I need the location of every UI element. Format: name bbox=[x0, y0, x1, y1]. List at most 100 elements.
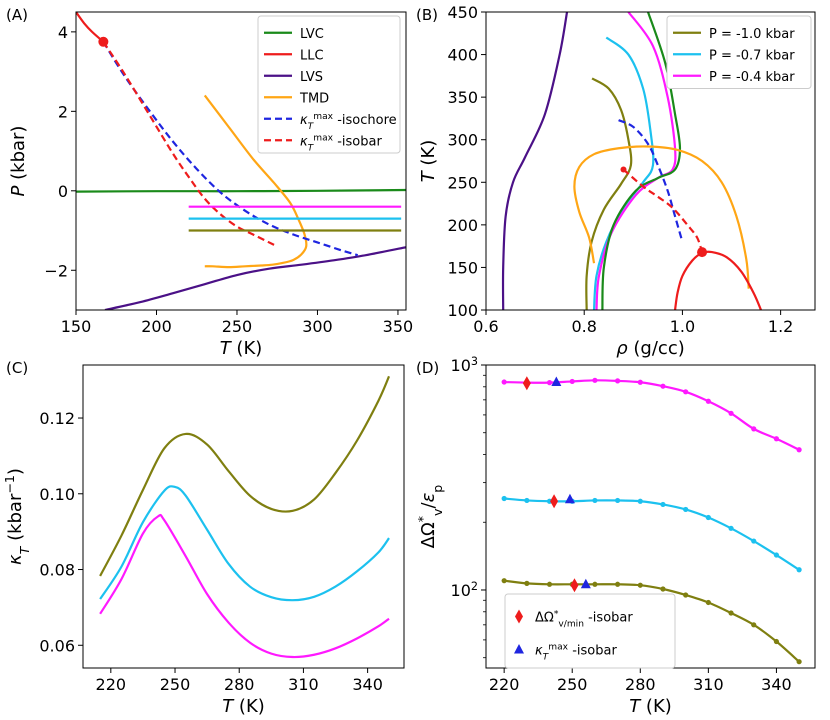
label-part: -isobar bbox=[568, 644, 617, 659]
axes-frame bbox=[485, 11, 816, 311]
panel-a: (A) 150 200 250 300 350 −2 0 2 4 T (K) P (kbar) bbox=[6, 6, 413, 359]
x-tick-label: 250 bbox=[557, 675, 588, 694]
series-p-0-4-kbar-point bbox=[660, 383, 666, 389]
label-part: max bbox=[548, 643, 568, 653]
series-p-1-0-kbar-point bbox=[660, 586, 666, 592]
series-p-0-4-kbar-point bbox=[546, 380, 553, 386]
label-part: 10 bbox=[451, 356, 471, 375]
series-p-0-4-kbar-point bbox=[728, 410, 734, 416]
series-llc bbox=[76, 12, 105, 43]
x-tick-label: 1.2 bbox=[768, 317, 793, 336]
label-part: (K) bbox=[418, 140, 439, 172]
y-axis-label: T (K) bbox=[418, 140, 439, 183]
marker-circle bbox=[98, 36, 109, 47]
x-tick-label: 220 bbox=[96, 675, 127, 694]
legend-box bbox=[504, 593, 676, 669]
panel-label: (C) bbox=[6, 359, 28, 377]
label-part: (K) bbox=[233, 696, 265, 717]
label-part: * bbox=[554, 610, 559, 620]
legend-d: ΔΩ*v/min -isobar κTmax -isobar bbox=[504, 593, 676, 669]
x-axis-label: ρ (g/cc) bbox=[616, 338, 685, 359]
plot-area bbox=[76, 12, 406, 310]
y-tick-label: 0.12 bbox=[39, 409, 75, 428]
series-p-1-0-kbar-point bbox=[796, 659, 802, 665]
series-p-0-7-kbar-point bbox=[773, 552, 780, 558]
legend-label-tmd: TMD bbox=[299, 91, 329, 106]
y-tick-label: 250 bbox=[447, 173, 478, 192]
legend-label-t-max-isochore: κTmax -isochore bbox=[300, 112, 397, 132]
series-p-1-0-kbar-point bbox=[705, 599, 711, 606]
panel-b: (B) 0.6 0.8 1.0 1.2 100 150 200 250 300 350 400 450 ρ… bbox=[416, 3, 816, 359]
label-part: (g/cc) bbox=[628, 338, 685, 359]
series-p-0-7-kbar-point bbox=[751, 538, 757, 544]
y-tick-label: 0.06 bbox=[39, 636, 75, 655]
series-p-1-0-kbar-point bbox=[773, 638, 780, 645]
legend-label-v-min-isobar: ΔΩ*v/min -isobar bbox=[535, 610, 633, 630]
legend-label-p-0-4-kbar: P = -0.4 kbar bbox=[709, 70, 795, 85]
series-p-0-4-kbar-point bbox=[615, 378, 621, 384]
x-tick-label: 280 bbox=[625, 675, 656, 694]
y-tick-label: 4 bbox=[58, 23, 68, 42]
y-tick-label: 150 bbox=[447, 258, 478, 277]
series-p-0-7-kbar-line bbox=[504, 497, 800, 571]
label-part: v bbox=[430, 508, 445, 516]
panel-label: (D) bbox=[416, 359, 439, 377]
series-p-1-0-kbar-point bbox=[501, 578, 507, 584]
marker-t-max-isobar bbox=[580, 578, 591, 589]
legend-box bbox=[666, 15, 812, 89]
y-tick-label: 102 bbox=[451, 579, 478, 600]
series-p-0-4-kbar-point bbox=[683, 389, 689, 395]
label-part: 2 bbox=[471, 579, 478, 592]
label-part: κ bbox=[535, 644, 543, 659]
y-tick-label: −2 bbox=[44, 261, 68, 280]
series-p-1-0-kbar-point bbox=[751, 622, 757, 628]
label-part: ΔΩ bbox=[418, 522, 439, 548]
label-part: T bbox=[308, 143, 315, 153]
label-part: 10 bbox=[451, 581, 471, 600]
y-tick-label: 100 bbox=[447, 301, 478, 320]
y-tick-label: 300 bbox=[447, 131, 478, 150]
marker-v-min-isobar bbox=[550, 494, 559, 509]
series-p-0-7-kbar bbox=[592, 36, 655, 310]
y-tick-label: 0.08 bbox=[39, 561, 75, 580]
y-tick-label: 0 bbox=[58, 182, 68, 201]
legend-label-t-max-isobar: κTmax -isobar bbox=[535, 643, 617, 663]
label-part: T bbox=[220, 338, 233, 359]
marker-t-max-isobar bbox=[551, 376, 562, 387]
series-p-0-4-kbar-point bbox=[637, 379, 643, 385]
label-part: (kbar bbox=[5, 493, 26, 547]
label-part: max bbox=[313, 112, 333, 122]
x-axis-label: T (K) bbox=[220, 338, 263, 359]
axes-frame bbox=[82, 364, 405, 669]
series-p-1-0-kbar-point bbox=[592, 581, 598, 587]
series-p-0-7-kbar-point bbox=[660, 501, 666, 508]
x-tick-label: 310 bbox=[693, 675, 724, 694]
label-part: ) bbox=[5, 468, 26, 475]
x-axis-label: T (K) bbox=[629, 696, 672, 717]
x-tick-label: 250 bbox=[160, 675, 191, 694]
series-p-0-7-kbar-point bbox=[592, 497, 598, 504]
series-p-0-7-kbar-point bbox=[637, 498, 643, 504]
x-tick-label: 200 bbox=[141, 317, 172, 336]
label-part: -isobar bbox=[584, 611, 633, 626]
legend-label-p-1-0-kbar: P = -1.0 kbar bbox=[709, 27, 795, 42]
label-part: LVC bbox=[300, 27, 324, 42]
legend-label-lvc: LVC bbox=[300, 27, 324, 42]
marker-circle bbox=[697, 247, 708, 258]
series-lvs bbox=[501, 12, 569, 310]
series-p-0-7-kbar bbox=[99, 485, 390, 602]
label-part: v/min bbox=[558, 620, 584, 630]
label-part: P = -1.0 kbar bbox=[709, 27, 795, 42]
label-part: max bbox=[313, 133, 333, 143]
x-tick-label: 340 bbox=[352, 675, 383, 694]
series-t-max-isobar bbox=[622, 168, 704, 253]
legend-label-lvs: LVS bbox=[300, 70, 323, 85]
x-axis-label: T (K) bbox=[222, 696, 265, 717]
y-tick-label: 350 bbox=[447, 88, 478, 107]
label-part: κ bbox=[5, 554, 26, 565]
label-part: -isobar bbox=[333, 134, 382, 149]
x-tick-label: 250 bbox=[222, 317, 253, 336]
x-tick-label: 220 bbox=[489, 675, 520, 694]
label-part: ρ bbox=[616, 338, 628, 359]
